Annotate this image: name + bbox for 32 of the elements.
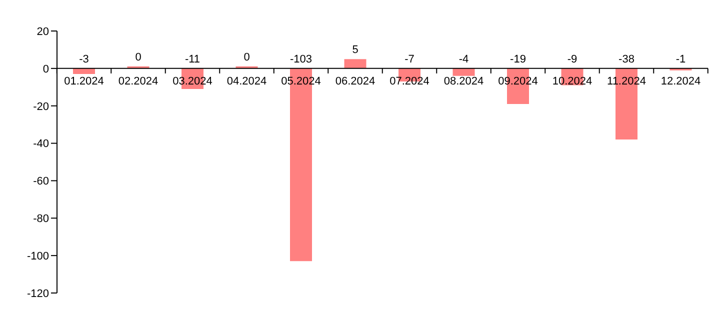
data-label: -1	[676, 53, 686, 66]
x-tick-label: 08.2024	[444, 75, 484, 88]
data-label: -9	[567, 53, 578, 66]
data-label: -38	[618, 53, 634, 66]
y-tick-label: -100	[26, 250, 49, 262]
y-tick-label: 20	[36, 26, 49, 38]
data-label: -7	[404, 53, 414, 66]
x-tick-label: 01.2024	[64, 75, 104, 88]
x-tick-label: 06.2024	[335, 75, 376, 88]
x-tick-label: 12.2024	[660, 75, 701, 88]
x-tick-label: 09.2024	[498, 75, 538, 88]
x-tick-label: 10.2024	[552, 75, 592, 88]
data-label: 5	[352, 44, 358, 56]
data-label: 0	[244, 51, 250, 64]
data-label: -3	[79, 53, 89, 66]
data-label: -103	[290, 53, 312, 66]
x-tick-label: 05.2024	[281, 75, 321, 88]
data-label: -11	[184, 53, 200, 66]
y-tick-label: 0	[42, 63, 49, 76]
y-tick-label: -20	[33, 100, 49, 113]
y-tick-label: -80	[33, 213, 49, 226]
y-tick-label: -40	[33, 138, 49, 150]
data-label: 0	[135, 51, 142, 64]
y-tick-label: -120	[26, 288, 49, 300]
x-tick-label: 04.2024	[226, 75, 267, 88]
data-label: -19	[510, 53, 526, 66]
x-tick-label: 03.2024	[172, 75, 212, 88]
data-label: -4	[458, 53, 469, 66]
x-tick-label: 02.2024	[118, 75, 158, 88]
x-tick-label: 07.2024	[390, 75, 430, 88]
y-tick-label: -60	[33, 176, 49, 188]
x-tick-label: 11.2024	[607, 75, 646, 88]
